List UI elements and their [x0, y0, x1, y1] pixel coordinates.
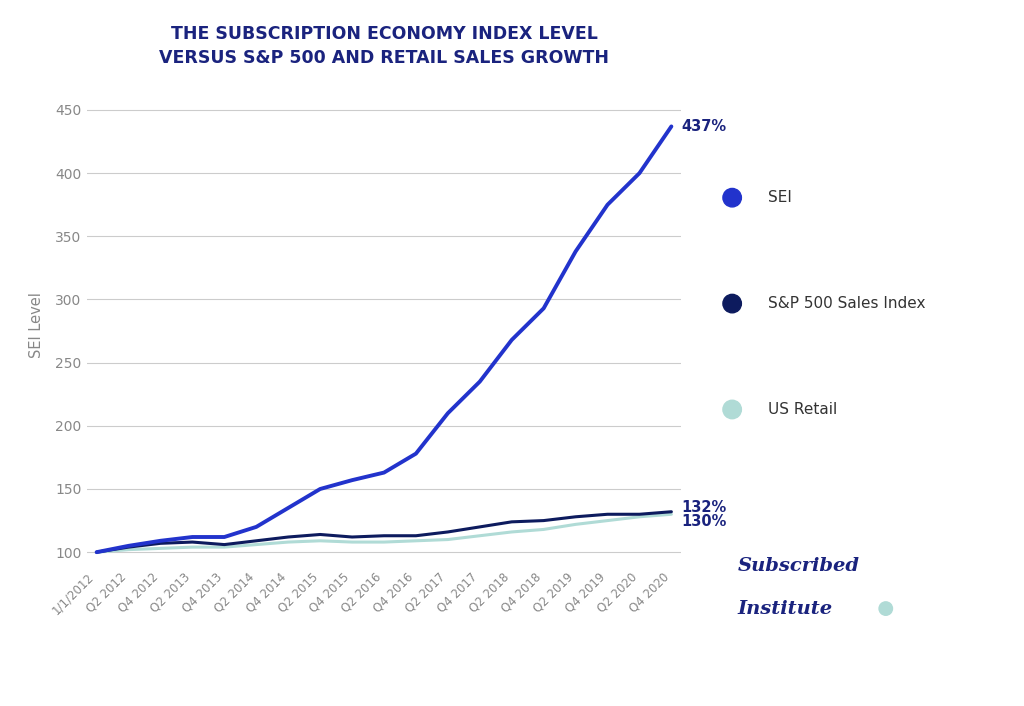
Text: Subscribed: Subscribed: [737, 558, 859, 575]
Text: SEI: SEI: [768, 190, 792, 205]
Text: VERSUS S&P 500 AND RETAIL SALES GROWTH: VERSUS S&P 500 AND RETAIL SALES GROWTH: [159, 49, 609, 67]
Text: S&P 500 Sales Index: S&P 500 Sales Index: [768, 296, 926, 311]
Text: Institute: Institute: [737, 600, 833, 618]
Circle shape: [723, 294, 741, 313]
Text: THE SUBSCRIPTION ECONOMY INDEX LEVEL: THE SUBSCRIPTION ECONOMY INDEX LEVEL: [171, 25, 597, 42]
Text: US Retail: US Retail: [768, 402, 838, 417]
Circle shape: [723, 400, 741, 419]
Text: 437%: 437%: [681, 119, 726, 134]
Circle shape: [723, 189, 741, 207]
Text: 130%: 130%: [681, 515, 726, 530]
Text: 132%: 132%: [681, 501, 726, 515]
Y-axis label: SEI Level: SEI Level: [29, 292, 44, 358]
Circle shape: [879, 602, 893, 616]
